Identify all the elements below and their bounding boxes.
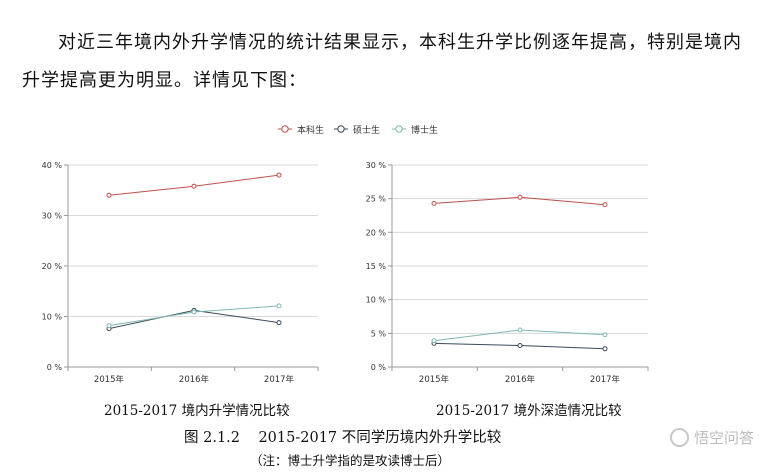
- y-tick-label: 40 %: [42, 161, 63, 170]
- x-tick-label: 2017年: [590, 374, 621, 385]
- legend-label: 本科生: [297, 124, 324, 136]
- legend-swatch-marker: [395, 125, 403, 133]
- data-point: [106, 192, 112, 198]
- data-point: [517, 343, 523, 348]
- y-tick-label: 10 %: [366, 296, 387, 305]
- watermark-text: 悟空问答: [693, 429, 754, 447]
- chart-1-title: 2015-2017 境内升学情况比较: [104, 403, 290, 419]
- wukong-logo-icon: [669, 428, 689, 447]
- data-point: [191, 183, 197, 189]
- y-tick-label: 0 %: [47, 363, 63, 372]
- legend-swatch-marker: [337, 125, 345, 133]
- data-point: [602, 332, 608, 338]
- y-tick-label: 10 %: [42, 313, 63, 322]
- y-tick-label: 20 %: [366, 228, 387, 237]
- y-tick-label: 30 %: [366, 161, 387, 170]
- y-tick-label: 5 %: [371, 329, 387, 338]
- legend-label: 硕士生: [353, 124, 380, 136]
- y-tick-label: 15 %: [366, 262, 387, 271]
- data-point: [602, 346, 608, 352]
- y-tick-label: 25 %: [366, 195, 387, 204]
- y-tick-label: 20 %: [42, 262, 63, 271]
- data-point: [276, 303, 282, 309]
- x-tick-label: 2016年: [179, 374, 210, 385]
- data-point: [276, 320, 282, 326]
- legend-swatch-marker: [281, 125, 289, 133]
- data-point: [602, 202, 608, 208]
- figure-caption: 图 2.1.2 2015-2017 不同学历境内外升学比较: [184, 430, 502, 446]
- intro-text: 对近三年境内外升学情况的统计结果显示，本科生升学比例逐年提高，特别是境内升学提高…: [22, 32, 742, 91]
- data-point: [431, 338, 437, 344]
- y-tick-label: 0 %: [371, 363, 387, 372]
- x-tick-label: 2015年: [94, 374, 125, 385]
- y-tick-label: 30 %: [42, 212, 63, 221]
- intro-paragraph: 对近三年境内外升学情况的统计结果显示，本科生升学比例逐年提高，特别是境内升学提高…: [22, 24, 752, 100]
- x-tick-label: 2015年: [419, 374, 450, 385]
- data-point: [431, 200, 437, 206]
- x-tick-label: 2017年: [264, 374, 295, 385]
- legend-label: 博士生: [411, 124, 438, 136]
- x-tick-label: 2016年: [505, 374, 536, 385]
- data-point: [517, 194, 523, 200]
- chart-2-title: 2015-2017 境外深造情况比较: [436, 403, 622, 419]
- data-point: [517, 327, 523, 333]
- figure-note: （注：博士升学指的是攻读博士后）: [250, 453, 451, 468]
- data-point: [106, 323, 112, 329]
- data-point: [191, 309, 197, 315]
- watermark: 悟空问答: [669, 427, 754, 448]
- data-point: [276, 172, 282, 178]
